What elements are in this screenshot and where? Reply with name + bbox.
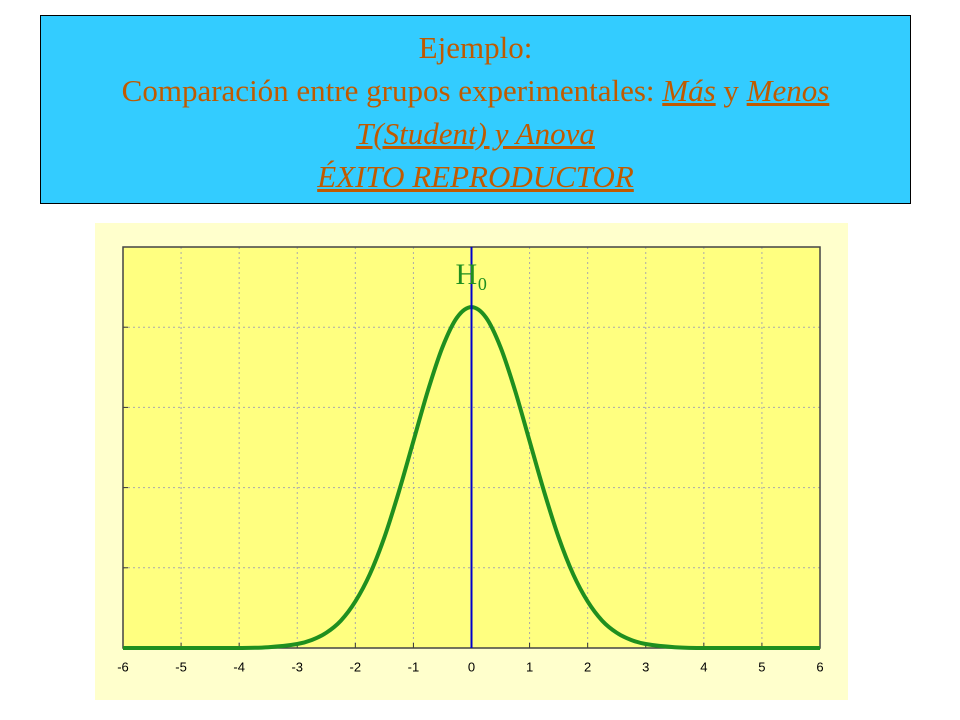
header-text: Comparación entre grupos experimentales: — [121, 73, 655, 108]
header-text: Más — [662, 73, 716, 108]
header-line: Ejemplo: — [418, 30, 533, 65]
x-tick-label: -4 — [233, 659, 245, 674]
header-text: Menos — [746, 73, 830, 108]
header: Ejemplo: Comparación entre grupos experi… — [40, 15, 911, 204]
x-tick-label: -3 — [291, 659, 303, 674]
x-tick-label: -2 — [350, 659, 362, 674]
annotation: H₀ — [455, 258, 487, 291]
x-tick-label: 1 — [526, 659, 533, 674]
x-tick-label: 6 — [816, 659, 823, 674]
x-tick-label: -6 — [117, 659, 129, 674]
x-tick-label: 2 — [584, 659, 591, 674]
header-line: T(Student) y Anova — [356, 116, 595, 151]
x-tick-label: 4 — [700, 659, 707, 674]
x-tick-label: 5 — [758, 659, 765, 674]
x-tick-label: 3 — [642, 659, 649, 674]
header-line: Comparación entre grupos experimentales:… — [41, 69, 910, 112]
x-tick-label: 0 — [468, 659, 475, 674]
x-tick-label: -5 — [175, 659, 187, 674]
x-tick-label: -1 — [408, 659, 420, 674]
header-text: y — [723, 73, 739, 108]
header-line: ÉXITO REPRODUCTOR — [317, 159, 634, 194]
